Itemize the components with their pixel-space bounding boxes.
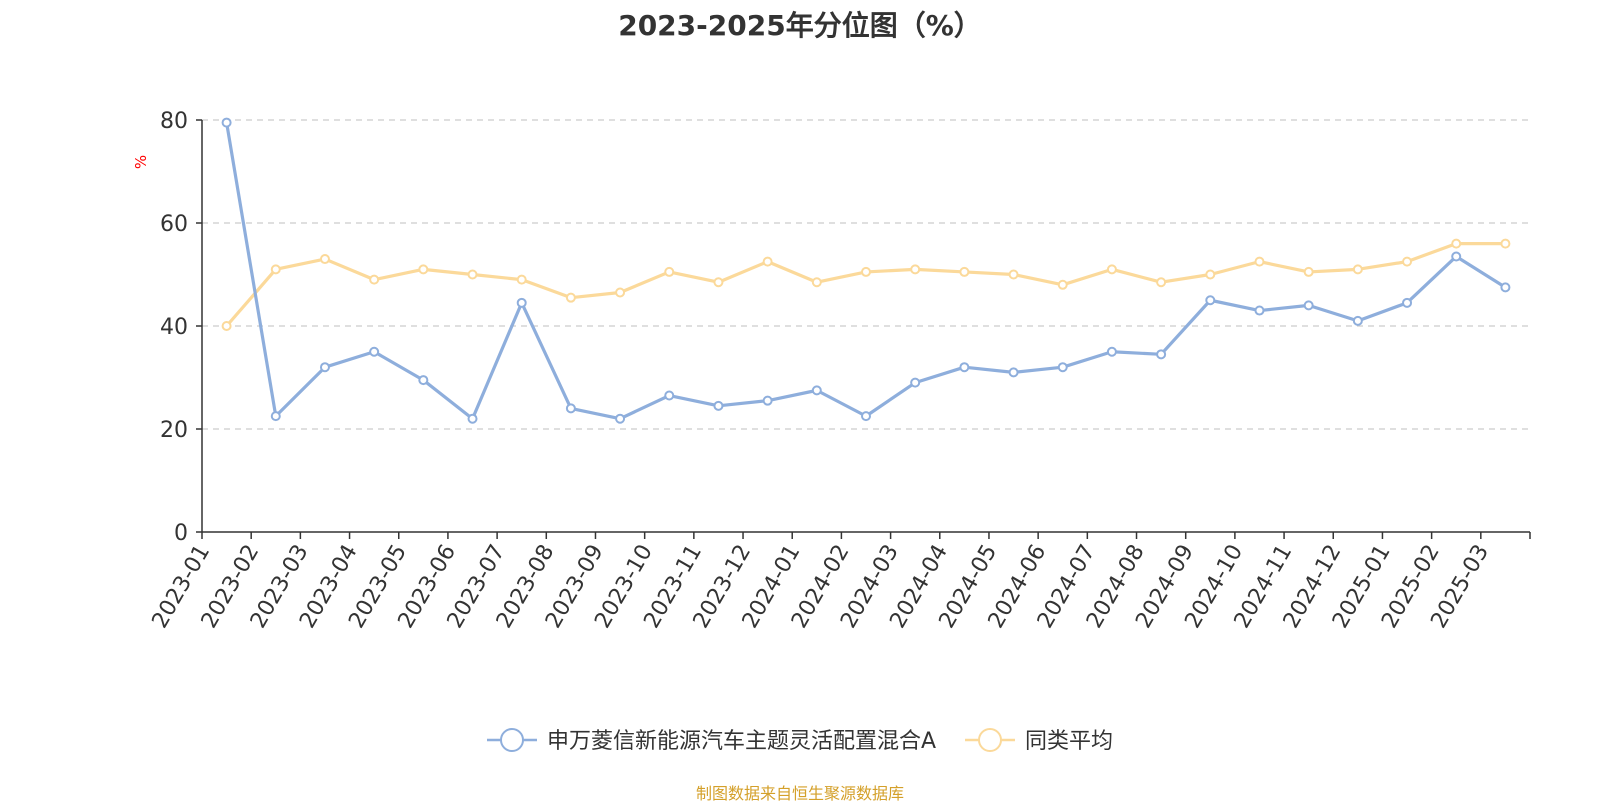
data-point (565, 292, 576, 303)
line-chart: 0204060802023-012023-022023-032023-04202… (132, 109, 1531, 754)
data-point (959, 362, 970, 373)
data-point (1205, 269, 1216, 280)
data-point (319, 362, 330, 373)
data-point (369, 274, 380, 285)
data-point (467, 413, 478, 424)
data-point (615, 413, 626, 424)
data-point (1008, 367, 1019, 378)
chart-title: 2023-2025年分位图（%） (618, 9, 982, 42)
data-point (516, 274, 527, 285)
data-point (615, 287, 626, 298)
data-point (762, 395, 773, 406)
legend-marker-icon (500, 728, 524, 752)
data-point (861, 411, 871, 422)
data-point (664, 266, 675, 277)
data-point (811, 385, 822, 396)
data-point (1352, 264, 1363, 275)
data-point (270, 411, 281, 422)
legend-item[interactable]: 申万菱信新能源汽车主题灵活配置混合A (487, 728, 936, 754)
data-point (910, 377, 921, 388)
data-point (221, 321, 232, 331)
data-point (1156, 277, 1167, 288)
legend-item[interactable]: 同类平均 (965, 728, 1113, 754)
data-point (1500, 282, 1511, 293)
data-point (1352, 315, 1363, 326)
grid-lines (202, 119, 1530, 430)
data-point (1106, 264, 1117, 275)
y-tick-label: 20 (160, 418, 188, 443)
legend-marker-icon (978, 728, 1002, 752)
data-point (1500, 238, 1511, 249)
data-point (1254, 305, 1265, 316)
legend[interactable]: 申万菱信新能源汽车主题灵活配置混合A 同类平均 (487, 728, 1113, 754)
data-point (467, 269, 478, 280)
data-point (1303, 300, 1314, 311)
data-point (221, 117, 232, 128)
data-point (319, 254, 330, 265)
data-point (1156, 349, 1167, 360)
data-point (1303, 266, 1314, 277)
legend-label: 申万菱信新能源汽车主题灵活配置混合A (547, 729, 936, 754)
data-source-note: 制图数据来自恒生聚源数据库 (695, 784, 904, 803)
y-tick-label: 80 (160, 109, 188, 134)
data-point (565, 403, 576, 414)
data-point (664, 390, 675, 401)
legend-label: 同类平均 (1025, 729, 1113, 754)
y-tick-label: 60 (160, 212, 188, 237)
data-point (861, 266, 871, 277)
data-point (1057, 362, 1068, 373)
series-lines (221, 117, 1511, 424)
data-point (1451, 238, 1462, 249)
data-point (713, 400, 724, 411)
data-point (1106, 346, 1117, 357)
data-point (1254, 256, 1265, 267)
data-point (713, 277, 724, 288)
data-point (910, 264, 921, 275)
y-tick-label: 0 (174, 521, 188, 546)
y-axis-unit: % (132, 155, 150, 169)
data-point (1205, 295, 1216, 306)
data-point (270, 264, 281, 275)
data-point (959, 266, 970, 277)
data-point (516, 297, 527, 308)
y-tick-label: 40 (160, 315, 188, 340)
data-point (1008, 269, 1019, 280)
data-point (369, 346, 380, 357)
data-point (418, 264, 429, 275)
data-point (1402, 297, 1413, 308)
data-point (1057, 279, 1068, 290)
data-point (811, 277, 822, 288)
data-point (762, 256, 773, 267)
data-point (1402, 256, 1413, 267)
axes: 0204060802023-012023-022023-032023-04202… (148, 109, 1531, 633)
data-point (418, 375, 429, 386)
data-point (1451, 251, 1462, 262)
series-line (225, 242, 1506, 328)
